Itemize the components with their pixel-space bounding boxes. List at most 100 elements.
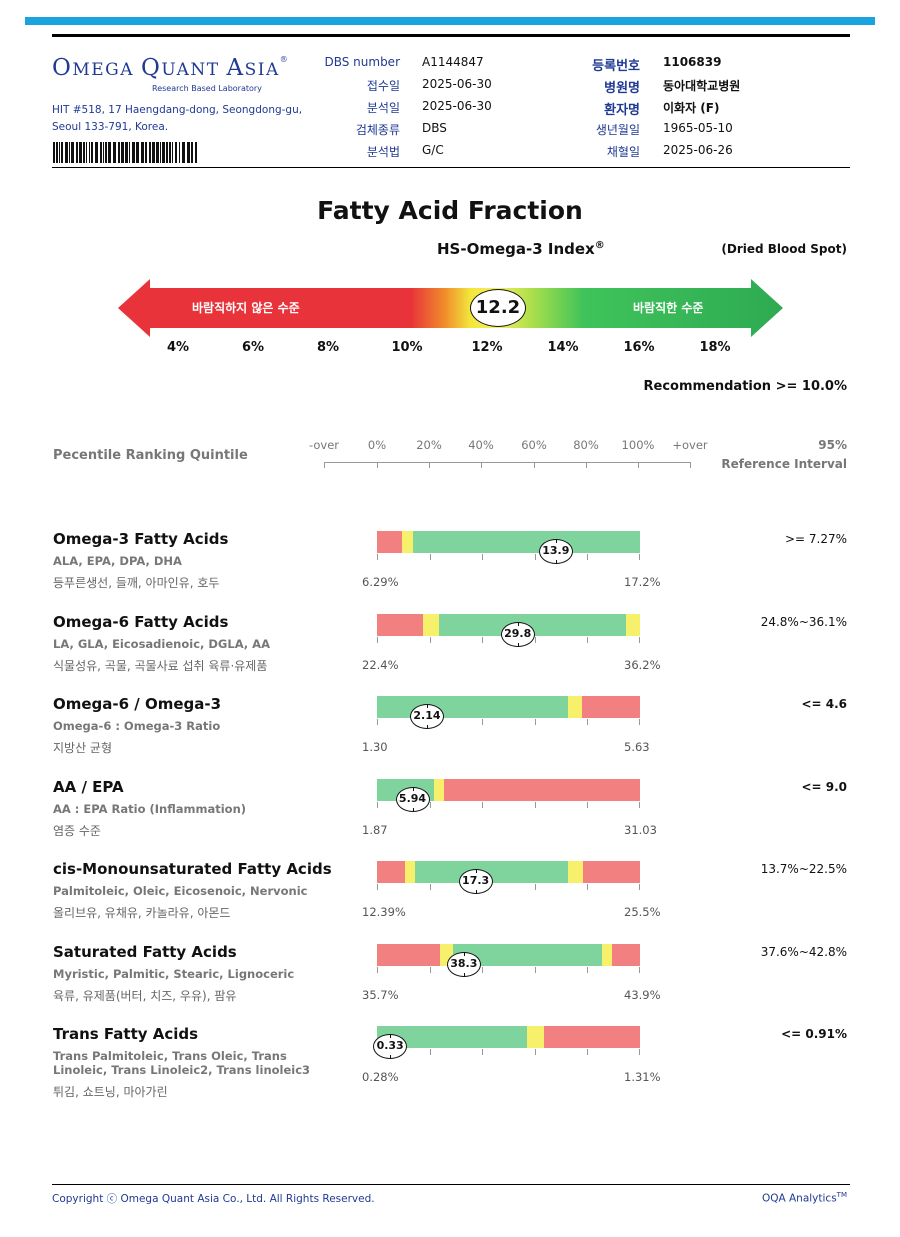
bar-tick bbox=[587, 719, 589, 725]
bar-tick bbox=[534, 1049, 536, 1055]
bar-tick bbox=[639, 801, 640, 808]
brand-mark: OQA AnalyticsTM bbox=[761, 1191, 847, 1205]
section-title: cis-Monounsaturated Fatty Acids bbox=[53, 860, 332, 878]
section-food-sources: 등푸른생선, 들깨, 아마인유, 호두 bbox=[53, 576, 220, 590]
bar-tick bbox=[639, 719, 640, 725]
bar-tick bbox=[482, 636, 484, 643]
range-max: 17.2% bbox=[624, 575, 661, 589]
bar-tick bbox=[429, 801, 431, 808]
gauge-tick-label: 6% bbox=[241, 340, 265, 355]
bar-tick bbox=[587, 636, 589, 643]
meta-value: 2025-06-30 bbox=[422, 77, 492, 91]
meta-value: G/C bbox=[422, 143, 444, 157]
report-title: Fatty Acid Fraction bbox=[317, 196, 583, 225]
bar-segment-red bbox=[377, 613, 424, 636]
meta-value: 1106839 bbox=[663, 55, 722, 69]
section-components: Omega-6 : Omega-3 Ratio bbox=[53, 719, 221, 733]
bar-tick bbox=[639, 884, 640, 890]
bar-tick bbox=[482, 966, 484, 973]
section-title: AA / EPA bbox=[53, 777, 124, 796]
meta-label: 생년월일 bbox=[595, 123, 640, 137]
bar-segment-green bbox=[377, 1026, 527, 1048]
bar-segment-yellow bbox=[601, 943, 613, 966]
meta-value: A1144847 bbox=[422, 55, 484, 69]
meta-label: 채혈일 bbox=[606, 145, 640, 159]
reference-interval-value: <= 9.0 bbox=[801, 779, 847, 794]
meta-label: DBS number bbox=[324, 55, 400, 69]
section-food-sources: 염증 수준 bbox=[53, 823, 101, 838]
bar-tick bbox=[587, 1049, 589, 1055]
section-components: Palmitoleic, Oleic, Eicosenoic, Nervonic bbox=[53, 884, 308, 898]
bar-tick bbox=[482, 801, 484, 808]
bar-tick bbox=[534, 636, 536, 643]
bar-segment-yellow bbox=[401, 531, 413, 553]
desirable-level-label: 바람직한 수준 bbox=[633, 301, 704, 315]
value-marker: 17.3 bbox=[458, 869, 493, 894]
meta-value: DBS bbox=[422, 121, 447, 135]
range-min: 0.28% bbox=[362, 1070, 399, 1084]
bar-tick bbox=[377, 554, 378, 560]
meta-label: 접수일 bbox=[366, 79, 400, 93]
gauge-tick-label: 10% bbox=[391, 340, 423, 355]
range-max: 43.9% bbox=[624, 987, 661, 1002]
range-max: 31.03 bbox=[624, 822, 657, 837]
reference-interval-value: 37.6%~42.8% bbox=[760, 944, 847, 959]
sample-type: (Dried Blood Spot) bbox=[721, 242, 847, 256]
bar-segment-green bbox=[377, 696, 568, 718]
reference-interval-value: <= 4.6 bbox=[801, 697, 847, 711]
percentile-label: Pecentile Ranking Quintile bbox=[53, 448, 248, 463]
range-max: 5.63 bbox=[624, 740, 650, 754]
footer-rule bbox=[52, 1184, 850, 1185]
percentile-tick-label: 20% bbox=[416, 438, 442, 452]
percentile-tick-label: 100% bbox=[621, 438, 655, 452]
top-accent-bar bbox=[25, 17, 875, 25]
bar-segment-yellow bbox=[567, 861, 584, 883]
bar-ticks bbox=[377, 636, 640, 643]
range-min: 1.87 bbox=[362, 822, 388, 837]
bar-ticks bbox=[377, 801, 640, 808]
bar-tick bbox=[482, 1049, 484, 1055]
percentile-tick-label: 80% bbox=[573, 438, 599, 452]
value-marker: 38.3 bbox=[446, 951, 481, 977]
bar-ticks bbox=[377, 966, 640, 973]
section-title: Saturated Fatty Acids bbox=[53, 942, 237, 961]
gauge-tick-label: 12% bbox=[471, 340, 503, 355]
range-max: 25.5% bbox=[624, 905, 661, 919]
reference-interval-value: 24.8%~36.1% bbox=[760, 614, 847, 629]
bar-segment-yellow bbox=[404, 861, 416, 883]
range-min: 35.7% bbox=[362, 987, 399, 1002]
gauge-tick-label: 4% bbox=[166, 340, 190, 355]
bar-tick bbox=[429, 554, 431, 560]
percentile-tick-mark bbox=[638, 462, 639, 468]
bar-tick bbox=[587, 801, 589, 808]
bar-segment-red bbox=[377, 531, 402, 553]
percentile-tick-label: 40% bbox=[468, 438, 494, 452]
percentile-tick-mark bbox=[429, 462, 430, 468]
bar-segment-yellow bbox=[625, 613, 640, 636]
meta-value: 2025-06-26 bbox=[663, 143, 733, 157]
percentile-axis bbox=[324, 462, 691, 463]
bar-segment-red bbox=[583, 861, 640, 883]
header-rule-top bbox=[52, 34, 850, 37]
percentile-tick-mark bbox=[481, 462, 482, 468]
gauge-tick-label: 18% bbox=[699, 340, 731, 355]
bar-segment-green bbox=[453, 943, 602, 966]
logo-tagline: Research Based Laboratory bbox=[152, 84, 262, 93]
bar-tick bbox=[534, 719, 536, 725]
percentile-bar bbox=[377, 943, 640, 966]
meta-label: 분석법 bbox=[366, 145, 400, 159]
meta-value: 동아대학교병원 bbox=[663, 79, 741, 93]
percentile-tick-mark bbox=[690, 462, 691, 468]
address-line-1: HIT #518, 17 Haengdang-dong, Seongdong-g… bbox=[52, 104, 303, 116]
bar-tick bbox=[429, 1049, 431, 1055]
section-food-sources: 육류, 유제품(버터, 치즈, 우유), 팜유 bbox=[53, 988, 237, 1003]
bar-tick bbox=[377, 636, 378, 643]
meta-value: 2025-06-30 bbox=[422, 99, 492, 113]
header-rule-bottom bbox=[52, 167, 850, 168]
section-components: Myristic, Palmitic, Stearic, Lignoceric bbox=[53, 966, 295, 981]
bar-segment-green bbox=[438, 613, 626, 636]
bar-segment-yellow bbox=[423, 613, 439, 636]
section-components-cont: Linoleic, Trans Linoleic2, Trans linolei… bbox=[53, 1063, 311, 1077]
percentile-tick-mark bbox=[324, 462, 325, 468]
omega3-index-gauge bbox=[118, 279, 783, 337]
